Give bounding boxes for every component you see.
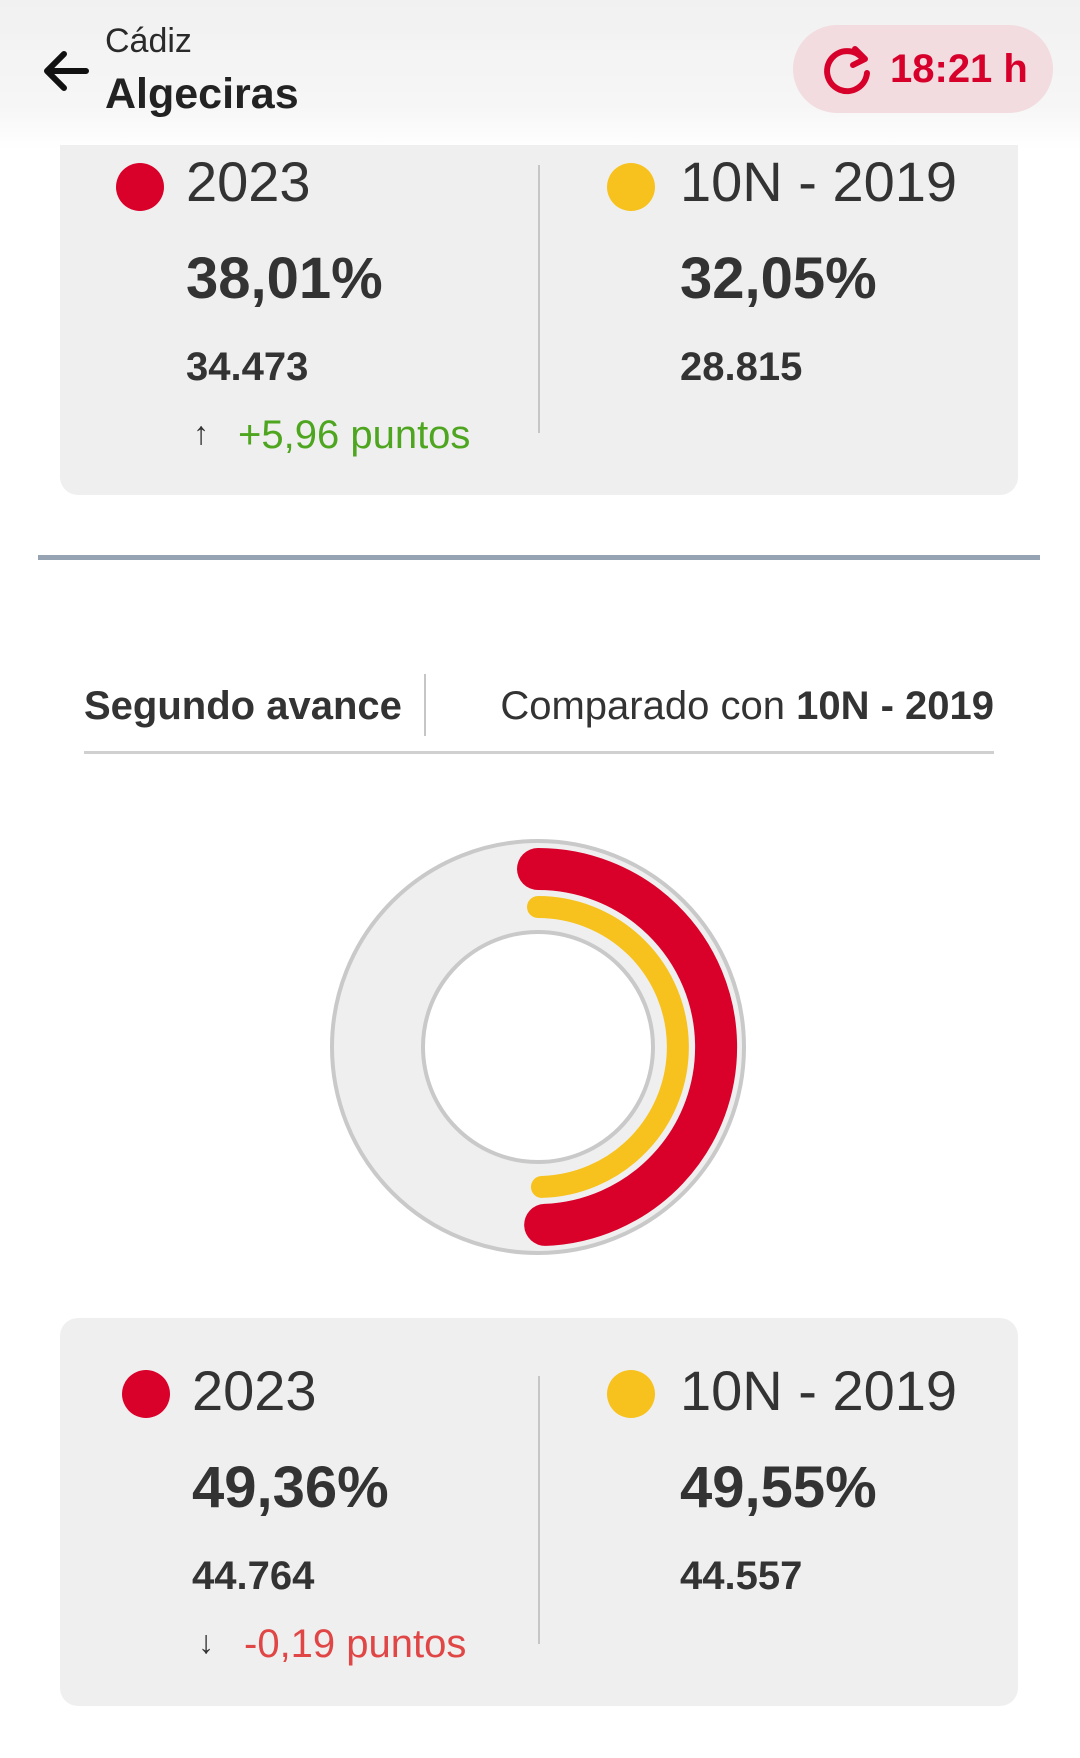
- province-label: Cádiz: [105, 22, 192, 60]
- current-color-dot: [122, 1370, 170, 1418]
- tab-divider: [424, 674, 426, 736]
- tab-underline: [84, 751, 994, 754]
- previous-color-dot: [607, 1370, 655, 1418]
- top-header: Cádiz Algeciras 18:21 h: [0, 0, 1080, 150]
- arrow-down-icon: ↓: [198, 1624, 214, 1660]
- previous-votes: 44.557: [680, 1554, 803, 1598]
- current-votes: 44.764: [192, 1554, 315, 1598]
- previous-votes: 28.815: [680, 345, 803, 389]
- participation-donut: [330, 839, 746, 1255]
- arrow-up-icon: ↑: [193, 415, 209, 451]
- current-delta: +5,96 puntos: [238, 413, 471, 457]
- back-button[interactable]: [36, 40, 98, 102]
- current-delta: -0,19 puntos: [244, 1622, 467, 1666]
- current-color-dot: [116, 163, 164, 211]
- section-separator: [38, 555, 1040, 560]
- refresh-time: 18:21 h: [890, 47, 1028, 91]
- card-divider: [538, 165, 540, 433]
- refresh-icon: [824, 46, 870, 95]
- city-title: Algeciras: [105, 70, 299, 118]
- comparison-tab-bar: Segundo avance Comparado con 10N - 2019: [84, 670, 994, 754]
- card-divider: [538, 1376, 540, 1644]
- participation-card-1: 2023 38,01% 34.473 ↑ +5,96 puntos 10N - …: [60, 145, 1018, 495]
- arrow-left-icon: [44, 51, 89, 91]
- arc-current: [517, 848, 738, 1246]
- current-percent: 49,36%: [192, 1455, 389, 1520]
- previous-percent: 32,05%: [680, 246, 877, 311]
- donut-hole: [421, 930, 655, 1164]
- previous-year-label: 10N - 2019: [680, 1359, 958, 1422]
- previous-percent: 49,55%: [680, 1455, 877, 1520]
- current-year-label: 2023: [186, 150, 311, 213]
- current-percent: 38,01%: [186, 246, 383, 311]
- tab-segundo-avance[interactable]: Segundo avance: [84, 684, 402, 728]
- tab-comparado-prefix: Comparado con: [500, 684, 797, 728]
- current-votes: 34.473: [186, 345, 309, 389]
- refresh-button[interactable]: 18:21 h: [793, 25, 1053, 113]
- current-year-label: 2023: [192, 1359, 317, 1422]
- arc-previous: [527, 896, 689, 1198]
- previous-color-dot: [607, 163, 655, 211]
- participation-card-2: 2023 49,36% 44.764 ↓ -0,19 puntos 10N - …: [60, 1318, 1018, 1706]
- tab-comparado-con[interactable]: Comparado con 10N - 2019: [500, 684, 994, 729]
- previous-year-label: 10N - 2019: [680, 150, 958, 213]
- tab-comparado-election: 10N - 2019: [796, 684, 994, 728]
